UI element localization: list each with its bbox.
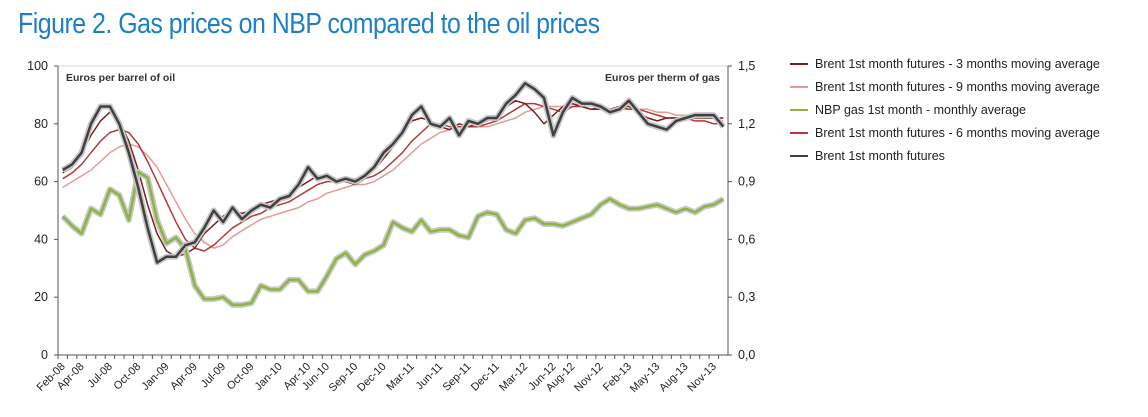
legend-item: Brent 1st month futures - 3 months movin… bbox=[815, 57, 1100, 71]
x-tick-label: Dec-11 bbox=[469, 361, 502, 394]
left-tick-label: 0 bbox=[41, 348, 48, 362]
x-tick-label: Oct-08 bbox=[112, 361, 144, 393]
right-tick-label: 1,2 bbox=[738, 117, 755, 131]
right-tick-label: 0,0 bbox=[738, 348, 755, 362]
right-axis-label: Euros per therm of gas bbox=[605, 72, 720, 84]
series-line bbox=[61, 170, 724, 307]
left-tick-label: 60 bbox=[34, 175, 48, 189]
right-tick-label: 0,6 bbox=[738, 232, 755, 246]
x-tick-label: Nov-12 bbox=[572, 361, 606, 395]
left-tick-label: 100 bbox=[27, 59, 48, 73]
x-tick-label: Jan-09 bbox=[139, 361, 171, 393]
x-tick-label: Aug-13 bbox=[657, 361, 691, 395]
left-axis-label: Euros per barrel of oil bbox=[66, 72, 175, 84]
left-tick-label: 20 bbox=[34, 290, 48, 304]
legend-item: NBP gas 1st month - monthly average bbox=[815, 103, 1026, 117]
left-tick-label: 80 bbox=[34, 117, 48, 131]
x-tick-label: Jun-11 bbox=[414, 361, 446, 393]
x-tick-label: Sep-11 bbox=[441, 361, 474, 394]
right-tick-label: 1,5 bbox=[738, 59, 755, 73]
x-tick-label: Dec-10 bbox=[355, 361, 389, 395]
legend-item: Brent 1st month futures - 6 months movin… bbox=[815, 126, 1100, 140]
x-tick-label: Mar-12 bbox=[497, 361, 530, 394]
x-tick-label: Oct-09 bbox=[225, 361, 257, 393]
series-line bbox=[62, 82, 725, 264]
chart-title: Figure 2. Gas prices on NBP compared to … bbox=[18, 8, 600, 40]
left-tick-label: 40 bbox=[34, 232, 48, 246]
x-tick-label: Jul-08 bbox=[85, 361, 115, 391]
series-layer bbox=[60, 80, 726, 308]
legend-item: Brent 1st month futures bbox=[815, 149, 945, 163]
x-tick-label: Jul-09 bbox=[199, 361, 229, 391]
right-tick-label: 0,3 bbox=[738, 290, 755, 304]
x-tick-label: Mar-11 bbox=[384, 361, 417, 394]
x-tick-label: Apr-09 bbox=[168, 361, 200, 393]
x-tick-label: Sep-10 bbox=[327, 361, 361, 395]
x-tick-label: Jan-10 bbox=[253, 361, 285, 393]
left-axis-ticks: 0 20 40 60 80 100 bbox=[27, 59, 58, 362]
x-tick-label: May-13 bbox=[628, 361, 662, 395]
x-tick-label: Nov-13 bbox=[685, 361, 719, 395]
x-axis-ticks: Feb-08Apr-08Jul-08Oct-08Jan-09Apr-09Jul-… bbox=[35, 355, 720, 395]
legend-item: Brent 1st month futures - 9 months movin… bbox=[815, 80, 1100, 94]
legend: Brent 1st month futures - 3 months movin… bbox=[790, 57, 1100, 163]
right-axis-ticks: 0,0 0,3 0,6 0,9 1,2 1,5 bbox=[728, 59, 755, 362]
right-tick-label: 0,9 bbox=[738, 175, 755, 189]
